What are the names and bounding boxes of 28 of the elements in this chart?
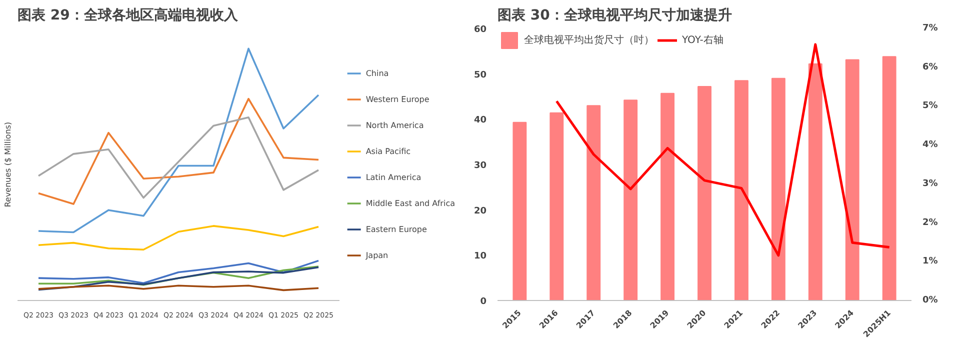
chart-title: 图表 30：全球电视平均尺寸加速提升 — [498, 6, 732, 24]
y-axis-title: Revenues ($ Millions) — [4, 122, 12, 208]
y-tick-label: 50 — [474, 70, 487, 80]
legend-label: Middle East and Africa — [366, 198, 455, 208]
y-tick-label: 30 — [474, 161, 487, 171]
y-tick-label: 10 — [474, 252, 487, 262]
legend-label: 全球电视平均出货尺寸（吋） — [524, 34, 654, 47]
y-tick-label: 40 — [474, 116, 487, 126]
y2-tick-label: 6% — [922, 62, 938, 72]
legend-label: YOY-右轴 — [682, 34, 724, 47]
legend-label: Latin America — [366, 172, 422, 182]
y-tick-label: 60 — [474, 25, 487, 35]
y2-tick-label: 0% — [922, 296, 938, 306]
legend-label: Western Europe — [366, 94, 430, 104]
y2-tick-label: 4% — [922, 140, 938, 150]
y2-tick-label: 1% — [922, 256, 938, 267]
chart-title: 图表 29：全球各地区高端电视收入 — [18, 6, 239, 24]
y2-tick-label: 2% — [922, 218, 938, 228]
legend-label: China — [366, 68, 389, 78]
y2-tick-label: 3% — [922, 178, 938, 189]
y-tick-label: 0 — [480, 297, 487, 307]
legend-label: North America — [366, 120, 424, 130]
y2-tick-label: 5% — [922, 101, 938, 112]
legend-label: Japan — [366, 250, 388, 260]
legend-label: Asia Pacific — [366, 146, 411, 156]
y-tick-label: 20 — [474, 206, 487, 216]
legend-label: Eastern Europe — [366, 224, 427, 234]
y2-tick-label: 7% — [922, 24, 938, 34]
